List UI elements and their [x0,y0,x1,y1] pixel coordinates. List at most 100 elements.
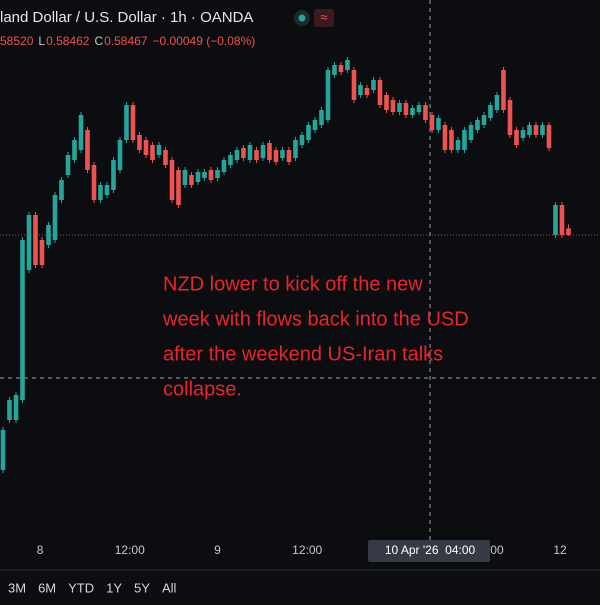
range-button[interactable]: 6M [38,580,56,595]
candle-body [338,65,344,72]
ohlc-value: 0.58467 [104,34,148,48]
range-button[interactable]: All [162,580,177,595]
annotation-line: after the weekend US-Iran talks [163,343,443,365]
symbol-title: land Dollar / U.S. Dollar · 1h · OANDA [0,9,253,26]
candle-body [7,400,12,420]
candle-body [150,145,155,160]
candle-body [169,160,175,200]
candle-body [306,125,311,140]
candle-body [267,143,272,160]
range-button[interactable]: 5Y [134,580,150,595]
candle-body [104,185,110,195]
candle-body [65,155,71,175]
candle-body [137,135,142,150]
candle-body [436,118,441,130]
indicator-glyph: ≈ [320,9,327,24]
candle-body [52,195,58,240]
candle-body [371,80,376,90]
candle-body [130,105,136,140]
candle-body [319,110,324,125]
candle-body [384,95,389,110]
candle-body [462,130,467,150]
candle-body [254,150,259,160]
crosshair-label: 10 Apr '26 04:00 [385,543,476,557]
x-tick-label: 12:00 [115,543,145,557]
candle-body [540,125,545,135]
annotation-line: week with flows back into the USD [162,308,469,330]
x-tick-label: 00 [490,543,504,557]
candle-body [117,140,123,170]
candle-body [280,150,285,158]
range-button[interactable]: 1Y [106,580,122,595]
range-button[interactable]: 3M [8,580,26,595]
candle-body [345,60,350,70]
candle-body [91,165,97,200]
candle-body [286,150,292,162]
candle-body [449,130,454,150]
candle-body [533,125,539,135]
candle-body [377,80,383,105]
candle-body [416,105,422,112]
candle-body [299,135,305,145]
candle-body [566,228,571,235]
status-dot [298,14,306,22]
candle-body [182,170,188,185]
candle-body [20,240,25,400]
annotation-line: NZD lower to kick off the new [163,273,423,295]
candle-body [429,115,435,130]
ohlc-key: L [38,34,45,48]
candle-body [312,120,318,130]
candle-body [494,95,500,110]
candle-body [72,140,77,160]
candle-body [390,100,396,112]
candle-body [423,105,428,120]
indicator-icon[interactable] [314,9,334,27]
candle-body [351,70,357,100]
candle-body [241,148,246,158]
candle-body [221,160,227,172]
candle-body [527,125,532,135]
ohlc-legend: 58520 L0.58462 C0.58467 −0.00049 (−0.08%) [0,34,255,48]
annotation-line: collapse. [163,378,242,400]
candle-body [364,88,370,95]
candle-body [208,170,214,180]
candle-body [455,140,461,150]
candle-body [247,145,253,160]
candle-body [273,150,279,162]
candle-body [553,205,558,235]
x-tick-label: 12 [553,543,567,557]
range-button[interactable]: YTD [68,580,94,595]
candle-body [358,85,363,95]
candle-body [39,240,45,265]
candle-body [195,172,201,182]
candle-body [163,150,168,165]
candle-body [228,155,233,165]
candle-body [475,120,480,130]
candle-body [202,172,207,178]
candle-body [410,108,415,115]
candle-body [468,125,474,140]
candle-body [234,150,240,160]
ohlc-value: 0.58462 [46,34,90,48]
candle-body [481,115,487,125]
x-tick-label: 12:00 [292,543,322,557]
candle-body [501,70,506,110]
crosshair-label-box [368,540,491,562]
candle-body [98,185,103,200]
candle-body [293,140,298,158]
candle-body [26,215,32,270]
candle-body [111,160,116,190]
candle-body [215,170,220,178]
candle-body [59,180,64,200]
candle-body [189,175,194,185]
candle-body [546,125,552,148]
candle-body [13,395,19,420]
candle-body [559,205,565,235]
candle-body [156,145,162,155]
candle-body [397,103,402,112]
candle-body [488,105,493,118]
plot-area [0,0,600,540]
candle-body [176,170,181,205]
